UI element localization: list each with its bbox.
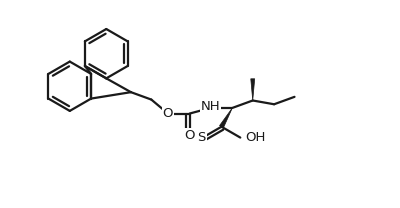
Text: OH: OH (245, 131, 266, 144)
Text: NH: NH (201, 100, 220, 113)
Text: O: O (184, 129, 195, 142)
Polygon shape (251, 79, 255, 100)
Text: O: O (163, 107, 173, 120)
Polygon shape (220, 108, 232, 128)
Text: S: S (198, 131, 206, 144)
